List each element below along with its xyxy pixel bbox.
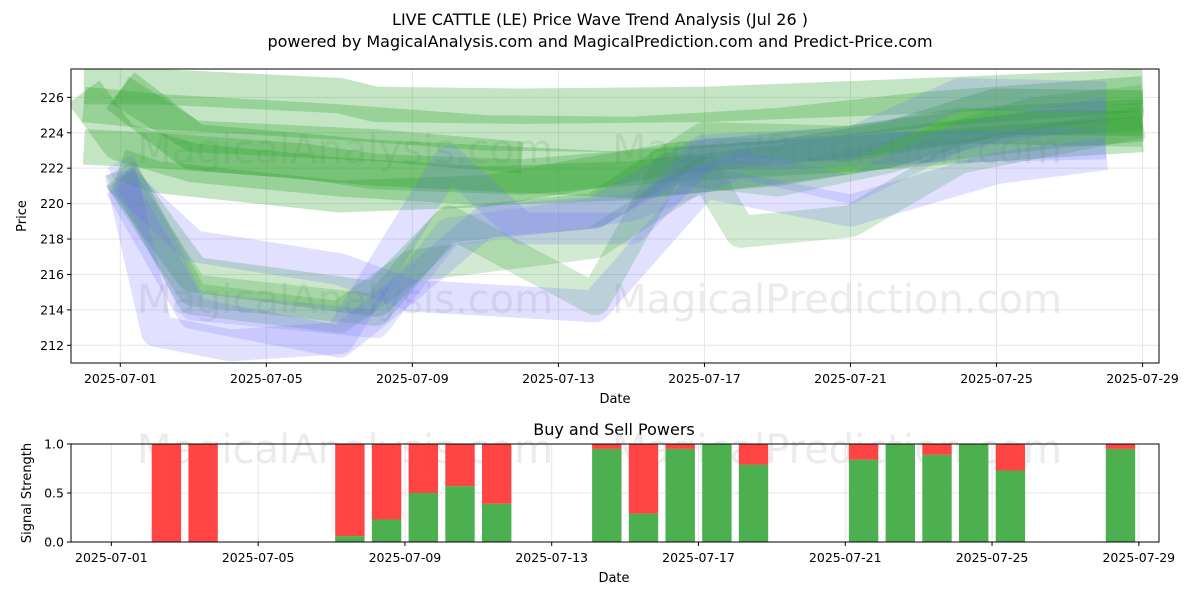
- price-x-tick-label: 2025-07-05: [230, 371, 303, 386]
- signal-x-tick-label: 2025-07-25: [956, 550, 1029, 565]
- price-plot-frame: [70, 68, 1160, 364]
- signal-x-tick-label: 2025-07-09: [369, 550, 442, 565]
- signal-x-tick-label: 2025-07-01: [75, 550, 148, 565]
- price-x-tick-label: 2025-07-13: [522, 371, 595, 386]
- chart-subtitle: powered by MagicalAnalysis.com and Magic…: [267, 32, 932, 51]
- buy-bar-2025-07-11: [482, 503, 512, 542]
- signal-x-tick-label: 2025-07-05: [222, 550, 295, 565]
- price-y-ticks: 212 214 216 218 220 222 224 226: [40, 90, 71, 353]
- signal-y-ticks: 0.0 0.5 1.0: [44, 437, 71, 550]
- price-watermarks: MagicalAnalysis.com MagicalPrediction.co…: [137, 127, 1062, 323]
- buy-bar-2025-07-17: [702, 444, 732, 542]
- watermark-prediction-mid: MagicalPrediction.com: [612, 277, 1062, 323]
- buy-bar-2025-07-24: [959, 444, 989, 542]
- price-bands: [71, 69, 1146, 362]
- price-x-axis-label: Date: [599, 392, 630, 407]
- price-band-green-7: [106, 108, 1143, 317]
- watermark-prediction-top: MagicalPrediction.com: [612, 127, 1062, 173]
- watermark-analysis-mid: MagicalAnalysis.com: [137, 277, 553, 323]
- sell-bar-2025-07-15: [628, 444, 659, 514]
- sell-bar-2025-07-18: [738, 444, 769, 465]
- signal-bars: [151, 444, 1136, 542]
- sell-bar-2025-07-21: [848, 444, 879, 460]
- buy-bar-2025-07-18: [738, 464, 769, 542]
- buy-bar-2025-07-14: [592, 448, 622, 542]
- buy-bar-2025-07-22: [885, 444, 915, 542]
- price-x-tick-label: 2025-07-25: [960, 371, 1033, 386]
- signal-y-tick-label: 0.0: [44, 535, 64, 550]
- price-band-green-6: [111, 76, 524, 174]
- price-y-axis-label: Price: [15, 200, 30, 232]
- price-grid: [71, 69, 1159, 363]
- price-x-tick-label: 2025-07-21: [814, 371, 887, 386]
- sell-bar-2025-07-25: [995, 444, 1026, 471]
- buy-bar-2025-07-08: [371, 519, 402, 542]
- price-band-blue-11: [109, 138, 1109, 323]
- price-x-tick-label: 2025-07-01: [84, 371, 157, 386]
- buy-bar-2025-07-07: [335, 536, 365, 542]
- price-band-green-3: [82, 116, 1144, 195]
- price-band-green-0: [71, 80, 1145, 206]
- price-band-green-5: [115, 99, 1144, 213]
- price-band-green-8: [106, 106, 1146, 333]
- price-band-blue-13: [107, 97, 1109, 339]
- price-x-tick-label: 2025-07-29: [1106, 371, 1179, 386]
- price-band-green-4: [106, 72, 1143, 199]
- signal-panel: Buy and Sell Powers MagicalAnalysis.com …: [20, 420, 1175, 586]
- buy-bar-2025-07-16: [665, 448, 695, 542]
- sell-bar-2025-07-14: [592, 444, 622, 449]
- signal-x-ticks: 2025-07-01 2025-07-05 2025-07-09 2025-07-13…: [75, 542, 1175, 565]
- price-band-green-9: [106, 85, 1145, 326]
- price-y-tick-label: 214: [40, 302, 64, 317]
- price-y-tick-label: 216: [40, 267, 64, 282]
- sell-bar-2025-07-10: [445, 444, 475, 487]
- signal-x-tick-label: 2025-07-21: [809, 550, 882, 565]
- sell-bar-2025-07-16: [665, 444, 695, 449]
- signal-x-tick-label: 2025-07-29: [1102, 550, 1175, 565]
- signal-title: Buy and Sell Powers: [533, 420, 695, 439]
- price-y-tick-label: 212: [40, 338, 64, 353]
- signal-y-tick-label: 0.5: [44, 486, 64, 501]
- buy-bar-2025-07-15: [628, 513, 659, 542]
- buy-bar-2025-07-21: [848, 459, 879, 542]
- price-band-blue-10: [106, 77, 1107, 358]
- price-band-blue-12: [104, 127, 1107, 362]
- watermark-analysis-top: MagicalAnalysis.com: [137, 127, 553, 173]
- sell-bar-2025-07-28: [1105, 444, 1136, 449]
- price-y-tick-label: 226: [40, 90, 64, 105]
- buy-bar-2025-07-23: [922, 454, 952, 542]
- signal-y-axis-label: Signal Strength: [20, 443, 35, 543]
- price-y-tick-label: 222: [40, 161, 64, 176]
- price-x-tick-label: 2025-07-17: [668, 371, 741, 386]
- chart-title: LIVE CATTLE (LE) Price Wave Trend Analys…: [392, 10, 808, 29]
- sell-bar-2025-07-11: [482, 444, 512, 504]
- sell-bar-2025-07-02: [151, 444, 182, 542]
- price-y-tick-label: 218: [40, 232, 64, 247]
- buy-bar-2025-07-09: [408, 493, 438, 542]
- sell-bar-2025-07-09: [408, 444, 438, 493]
- price-band-green-2: [83, 69, 1144, 124]
- sell-bar-2025-07-08: [371, 444, 402, 520]
- price-x-tick-label: 2025-07-09: [376, 371, 449, 386]
- signal-x-axis-label: Date: [598, 571, 629, 586]
- buy-bar-2025-07-25: [995, 470, 1026, 542]
- price-y-tick-label: 220: [40, 196, 64, 211]
- signal-x-tick-label: 2025-07-17: [662, 550, 735, 565]
- signal-x-tick-label: 2025-07-13: [515, 550, 588, 565]
- buy-bar-2025-07-10: [445, 486, 475, 542]
- signal-y-tick-label: 1.0: [44, 437, 64, 452]
- price-band-green-1: [82, 76, 1144, 153]
- sell-bar-2025-07-03: [188, 444, 218, 542]
- sell-bar-2025-07-23: [922, 444, 952, 455]
- price-wave-panel: MagicalAnalysis.com MagicalPrediction.co…: [15, 68, 1179, 407]
- sell-bar-2025-07-07: [335, 444, 365, 537]
- price-x-ticks: 2025-07-01 2025-07-05 2025-07-09 2025-07-13…: [84, 363, 1179, 386]
- price-y-tick-label: 224: [40, 125, 64, 140]
- buy-bar-2025-07-28: [1105, 448, 1136, 542]
